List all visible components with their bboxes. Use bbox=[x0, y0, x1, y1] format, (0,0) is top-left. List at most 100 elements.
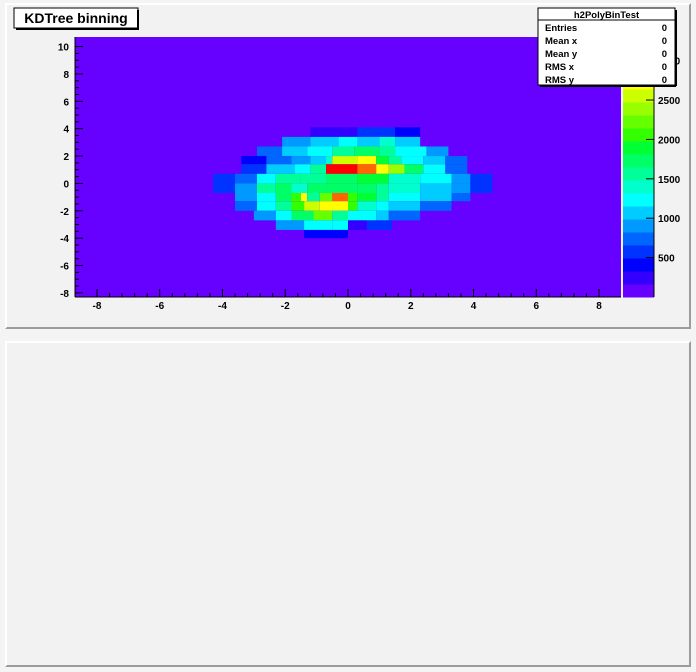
y-tick-label: 10 bbox=[58, 43, 70, 54]
y-tick-label: 8 bbox=[63, 70, 69, 81]
heatmap-bin bbox=[307, 146, 333, 157]
heatmap-bin bbox=[395, 136, 421, 147]
heatmap-bin bbox=[376, 193, 389, 202]
heatmap-bin bbox=[291, 183, 308, 193]
heatmap-bin bbox=[275, 173, 301, 184]
y-tick-label: -2 bbox=[60, 207, 69, 218]
palette-segment bbox=[623, 193, 654, 207]
heatmap-bin bbox=[304, 229, 348, 239]
heatmap-bin bbox=[357, 201, 377, 211]
heatmap-bin bbox=[235, 201, 257, 211]
heatmap-bin bbox=[307, 183, 327, 193]
palette-segment bbox=[623, 141, 654, 155]
palette-segment bbox=[623, 115, 654, 129]
heatmap-bin bbox=[376, 156, 389, 165]
heatmap-bin bbox=[388, 210, 421, 221]
heatmap-bin bbox=[338, 136, 358, 147]
stats-value: 0 bbox=[662, 23, 667, 34]
heatmap-bin bbox=[213, 183, 236, 193]
chart-title: KDTree binning bbox=[24, 10, 127, 26]
palette-segment bbox=[623, 219, 654, 233]
heatmap-bin bbox=[307, 193, 320, 202]
heatmap-bin bbox=[310, 164, 327, 174]
palette-segment bbox=[623, 167, 654, 181]
y-tick-label: 4 bbox=[63, 125, 69, 136]
heatmap-bin bbox=[241, 164, 267, 174]
heatmap-bin bbox=[470, 183, 493, 193]
heatmap-bin bbox=[235, 173, 257, 184]
y-tick-label: -6 bbox=[60, 262, 69, 273]
heatmap-bin bbox=[445, 164, 468, 174]
stats-label: Entries bbox=[545, 23, 577, 34]
y-tick-label: -4 bbox=[60, 234, 69, 245]
heatmap-bin bbox=[366, 220, 392, 230]
heatmap-bin bbox=[235, 193, 257, 202]
heatmap-bin bbox=[275, 201, 292, 211]
x-tick-label: 4 bbox=[471, 301, 477, 312]
heatmap-bin bbox=[357, 164, 377, 174]
heatmap-bin bbox=[253, 210, 276, 221]
heatmap-bin bbox=[326, 156, 333, 165]
heatmap-bin bbox=[266, 156, 292, 165]
heatmap-bin bbox=[275, 193, 292, 202]
heatmap-bin bbox=[291, 193, 301, 202]
heatmap-bin bbox=[310, 127, 358, 137]
y-tick-label: -8 bbox=[60, 289, 69, 300]
x-tick-label: -6 bbox=[155, 301, 164, 312]
x-tick-label: -8 bbox=[93, 301, 102, 312]
stats-value: 0 bbox=[662, 75, 667, 86]
heatmap-bin bbox=[291, 156, 311, 165]
heatmap-bin bbox=[300, 173, 327, 184]
stats-label: Mean x bbox=[545, 36, 578, 47]
y-tick-label: 6 bbox=[63, 97, 69, 108]
stats-label: Mean y bbox=[545, 49, 578, 60]
heatmap-bin bbox=[326, 164, 358, 174]
heatmap-bin bbox=[348, 201, 358, 211]
palette-tick-label: 500 bbox=[658, 254, 675, 265]
heatmap-bin bbox=[291, 201, 305, 211]
heatmap-bin bbox=[357, 156, 377, 165]
palette-tick-label: 2000 bbox=[658, 135, 681, 146]
stats-value: 0 bbox=[662, 36, 667, 47]
heatmap-bin bbox=[388, 156, 402, 165]
x-tick-label: 2 bbox=[408, 301, 414, 312]
heatmap-bin bbox=[423, 156, 446, 165]
heatmap-bin bbox=[257, 173, 276, 184]
palette-segment bbox=[623, 258, 654, 272]
heatmap-bin bbox=[451, 173, 471, 184]
x-tick-label: 8 bbox=[596, 301, 602, 312]
heatmap-bin bbox=[294, 164, 311, 174]
x-tick-label: -4 bbox=[218, 301, 227, 312]
heatmap-bin bbox=[379, 146, 396, 157]
palette-tick-label: 1000 bbox=[658, 214, 681, 225]
heatmap-bin bbox=[376, 210, 389, 221]
heatmap-bin bbox=[451, 183, 471, 193]
heatmap-bin bbox=[348, 210, 377, 221]
heatmap-bin bbox=[357, 183, 377, 193]
palette-segment bbox=[623, 89, 654, 103]
heatmap-bin bbox=[304, 201, 320, 211]
heatmap-bin bbox=[304, 220, 333, 230]
heatmap-bin bbox=[275, 210, 292, 221]
heatmap-bin bbox=[257, 201, 276, 211]
heatmap-bin bbox=[213, 173, 236, 184]
heatmap-bin bbox=[420, 183, 452, 193]
heatmap-bin bbox=[357, 136, 380, 147]
heatmap-bin bbox=[275, 220, 305, 230]
heatmap-bin bbox=[379, 136, 396, 147]
y-tick-label: 0 bbox=[63, 179, 69, 190]
heatmap-bin bbox=[357, 127, 396, 137]
heatmap-bin bbox=[423, 164, 446, 174]
heatmap-bin bbox=[282, 136, 311, 147]
heatmap-bin bbox=[332, 146, 355, 157]
palette-tick-label: 1500 bbox=[658, 175, 681, 186]
heatmap-bin bbox=[470, 173, 493, 184]
palette-segment bbox=[623, 284, 654, 298]
heatmap-bin bbox=[420, 193, 452, 202]
heatmap-bin bbox=[300, 193, 308, 202]
heatmap-bin bbox=[326, 173, 358, 184]
heatmap-bin bbox=[395, 146, 427, 157]
heatmap-bin bbox=[451, 193, 471, 202]
heatmap-bin bbox=[235, 183, 257, 193]
